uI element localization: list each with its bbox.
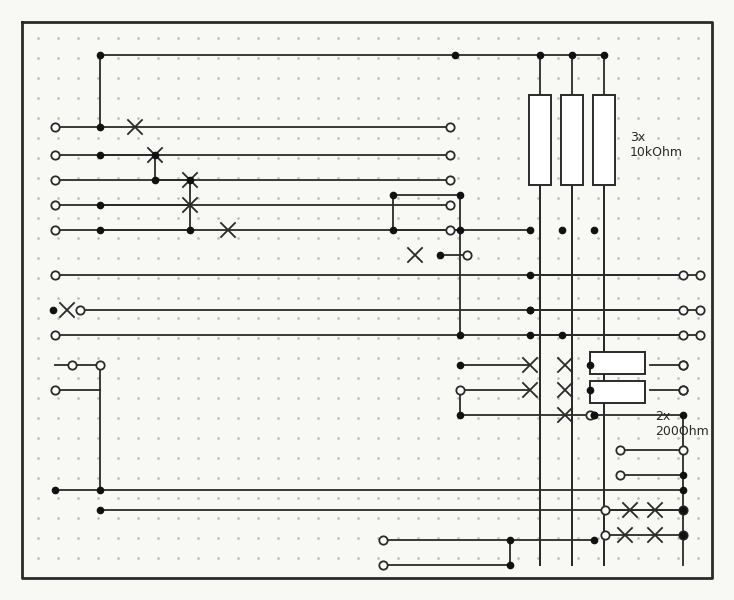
Bar [593,95,615,185]
Bar [590,352,645,374]
Bar [561,95,583,185]
Bar [590,381,645,403]
Text: 3x
10kOhm: 3x 10kOhm [630,131,683,159]
Bar [529,95,551,185]
Text: 2x
200Ohm: 2x 200Ohm [655,410,709,438]
